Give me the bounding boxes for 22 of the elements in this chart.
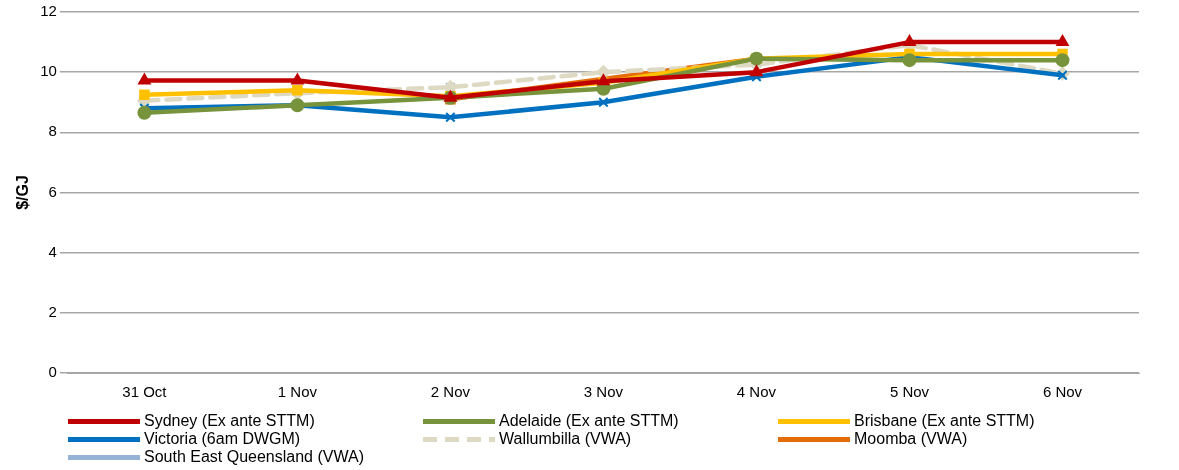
x-tick-label: 31 Oct	[122, 383, 168, 401]
y-tick-label: 6	[48, 182, 57, 200]
x-tick-label: 1 Nov	[277, 383, 318, 401]
legend-label: Sydney (Ex ante STTM)	[144, 412, 315, 430]
x-tick-label: 3 Nov	[583, 383, 624, 401]
x-tick-label: 5 Nov	[889, 383, 930, 401]
legend-label: South East Queensland (VWA)	[144, 448, 364, 466]
y-tick-label: 2	[48, 302, 57, 320]
x-tick-label: 6 Nov	[1042, 383, 1083, 401]
legend-label: Victoria (6am DWGM)	[144, 430, 301, 448]
y-tick-label: 0	[48, 363, 57, 381]
legend-label: Adelaide (Ex ante STTM)	[499, 412, 679, 430]
y-axis-title: $/GJ	[14, 175, 32, 210]
x-tick-label: 4 Nov	[736, 383, 777, 401]
legend-label: Brisbane (Ex ante STTM)	[854, 412, 1035, 430]
y-tick-label: 4	[48, 242, 57, 260]
y-tick-label: 8	[48, 122, 57, 140]
y-tick-label: 10	[40, 62, 57, 80]
legend-label: Moomba (VWA)	[854, 430, 968, 448]
x-tick-label: 2 Nov	[430, 383, 471, 401]
y-tick-label: 12	[40, 2, 57, 20]
legend-label: Wallumbilla (VWA)	[499, 430, 632, 448]
